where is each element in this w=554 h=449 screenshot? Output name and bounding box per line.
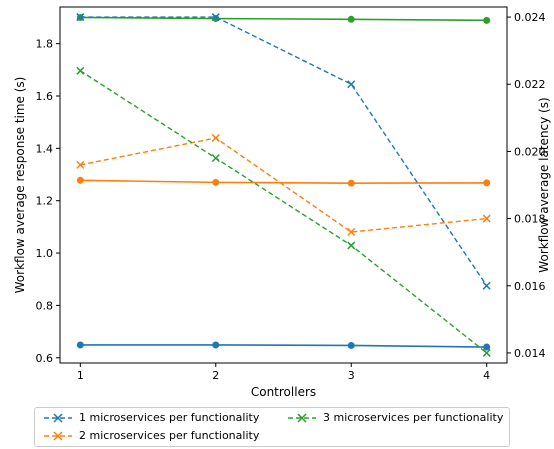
response-time-line-orange xyxy=(80,179,487,184)
latency-point xyxy=(482,281,491,290)
latency-point xyxy=(347,227,356,237)
legend-marker-green xyxy=(288,412,316,423)
response-time-point xyxy=(76,176,84,184)
latency-line-blue xyxy=(80,16,488,287)
legend-marker-blue xyxy=(44,412,72,423)
latency-point xyxy=(347,241,356,250)
y-right-tick-label: 0.014 xyxy=(514,347,546,360)
response-time-point xyxy=(483,343,491,351)
chart: 1 2 3 4 0.6 0.8 1.0 1.2 1.4 1.6 1.8 0.014 0.016 0.018… xyxy=(13,6,551,399)
latency-point xyxy=(211,13,220,22)
x-tick-label: 3 xyxy=(348,369,355,382)
latency-point xyxy=(482,214,491,223)
response-time-point xyxy=(347,341,355,349)
y-right-tick-label: 0.018 xyxy=(514,213,546,226)
response-time-line-green xyxy=(80,16,487,22)
legend-label: 1 microservices per functionality xyxy=(79,411,260,424)
latency-point xyxy=(211,154,220,163)
y-left-tick-label: 0.8 xyxy=(36,299,54,312)
legend-label: 2 microservices per functionality xyxy=(79,429,260,442)
y-right-tick-label: 0.022 xyxy=(514,78,546,91)
y-right-tick-label: 0.020 xyxy=(514,145,546,158)
x-tick-label: 1 xyxy=(77,369,84,382)
y-right-tick-label: 0.024 xyxy=(514,11,546,24)
legend: 1 microservices per functionality 2 micr… xyxy=(34,407,510,447)
response-time-point xyxy=(76,341,84,349)
latency-point xyxy=(76,13,85,22)
plot-frame xyxy=(59,6,508,364)
y-left-tick-label: 1.8 xyxy=(36,38,54,51)
legend-item-series-1: 1 microservices per functionality xyxy=(43,411,259,424)
latency-line-orange xyxy=(80,137,487,233)
legend-label: 3 microservices per functionality xyxy=(323,411,504,424)
y-left-tick-label: 1.2 xyxy=(36,195,54,208)
response-time-point xyxy=(347,179,355,187)
legend-marker-orange xyxy=(44,430,72,441)
x-tick-label: 2 xyxy=(212,369,219,382)
legend-item-series-3: 3 microservices per functionality xyxy=(287,411,503,424)
y-axis-label-right: Workflow average latency (s) xyxy=(537,97,551,272)
latency-line-green xyxy=(79,70,488,354)
response-time-point xyxy=(212,15,220,23)
response-time-point xyxy=(483,16,491,24)
response-time-point xyxy=(212,341,220,349)
y-left-tick-label: 1.4 xyxy=(36,142,54,155)
y-right-tick-label: 0.016 xyxy=(514,280,546,293)
y-axis-label-left: Workflow average response time (s) xyxy=(13,77,27,294)
latency-point xyxy=(347,80,356,89)
latency-point xyxy=(76,66,85,75)
latency-point xyxy=(482,348,491,357)
y-left-tick-label: 0.6 xyxy=(36,352,54,365)
y-left-tick-label: 1.6 xyxy=(36,90,54,103)
response-time-point xyxy=(212,178,220,186)
response-time-point xyxy=(347,15,355,23)
response-time-line-blue xyxy=(80,344,487,348)
legend-item-series-2: 2 microservices per functionality xyxy=(43,429,259,442)
x-tick-label: 4 xyxy=(483,369,490,382)
latency-point xyxy=(76,160,85,169)
y-left-tick-label: 1.0 xyxy=(36,247,54,260)
x-axis-label: Controllers xyxy=(251,385,316,399)
latency-point xyxy=(211,133,220,143)
response-time-point xyxy=(483,179,491,187)
